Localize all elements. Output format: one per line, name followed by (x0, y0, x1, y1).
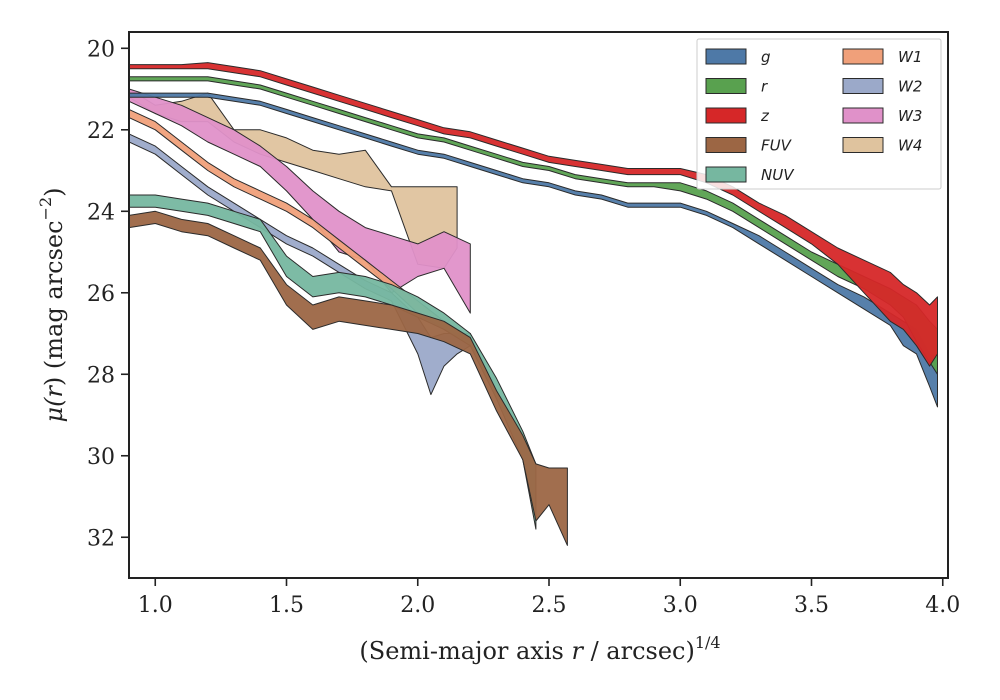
legend-swatch-w4 (842, 137, 884, 153)
series-band-g (129, 92, 938, 408)
y-tick-label: 30 (87, 445, 115, 470)
legend-label-w2: W2 (898, 78, 922, 96)
axes-frame (128, 31, 949, 579)
plot-frame (128, 31, 949, 579)
x-tick-label: 1.0 (138, 593, 173, 618)
legend-label-w4: W4 (898, 137, 922, 155)
x-tick-label: 2.5 (532, 593, 567, 618)
y-axis-label: μ(r) (mag arcsec−2) (36, 187, 68, 422)
x-axis-label: (Semi-major axis r / arcsec)1/4 (359, 633, 720, 665)
y-tick-label: 22 (87, 119, 115, 144)
tick-layer: 1.0 1.5 2.0 2.5 3.0 3.5 4.0 20 22 24 26 28 30 32 (87, 37, 960, 618)
legend-swatch-fuv (705, 137, 747, 153)
legend-label-w1: W1 (898, 48, 922, 66)
x-axis-label-var: r (571, 637, 584, 665)
y-tick-label: 26 (87, 282, 115, 307)
series-band-z (129, 62, 938, 367)
x-tick-label: 3.5 (794, 593, 829, 618)
legend-swatch-z (705, 107, 747, 124)
series-layer (129, 62, 938, 546)
y-axis-label-main: μ( (40, 397, 68, 423)
legend-label-z: z (760, 107, 770, 125)
legend-label-g: g (761, 48, 771, 66)
legend-swatch-w2 (842, 78, 884, 94)
series-bands (129, 62, 938, 546)
y-axis-label-var: r (40, 385, 68, 398)
legend-swatch-g (705, 48, 747, 65)
y-axis-label-tail: ) (mag arcsec (40, 220, 68, 386)
y-tick-label: 32 (87, 526, 115, 551)
x-axis-label-main: (Semi-major axis (359, 637, 571, 665)
legend-swatch-w1 (842, 48, 884, 65)
legend-label-fuv: FUV (761, 137, 793, 155)
legend-swatch-nuv (705, 166, 747, 183)
legend: grz FUV NUV W1 W2 W3 W4 (696, 38, 942, 190)
legend-label-nuv: NUV (761, 166, 795, 184)
x-axis-label-tail: / arcsec) (583, 637, 695, 665)
series-band-r (129, 76, 938, 375)
x-tick-label: 2.0 (400, 593, 435, 618)
series-band-w3 (129, 88, 471, 314)
legend-label-w3: W3 (898, 107, 922, 125)
y-axis-label-end: ) (40, 187, 68, 196)
legend-label-r: r (761, 78, 768, 96)
x-tick-label: 3.0 (663, 593, 698, 618)
y-tick-label: 28 (87, 363, 115, 388)
legend-swatch-r (705, 78, 747, 94)
y-axis-label-sup: −2 (36, 197, 55, 221)
y-tick-label: 24 (87, 200, 115, 225)
x-axis-label-sup: 1/4 (695, 633, 721, 652)
x-tick-label: 1.5 (269, 593, 304, 618)
legend-swatch-w3 (842, 107, 884, 124)
y-tick-label: 20 (87, 37, 115, 62)
x-tick-label: 4.0 (925, 593, 960, 618)
series-band-nuv (129, 194, 537, 530)
series-band-fuv (129, 210, 568, 546)
